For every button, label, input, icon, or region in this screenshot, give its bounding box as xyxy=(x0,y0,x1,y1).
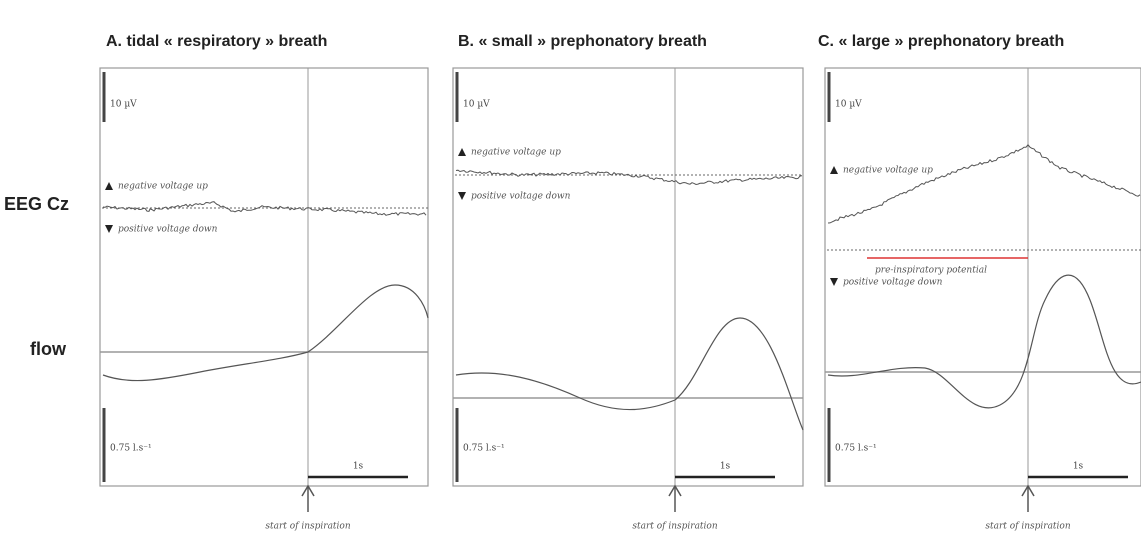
time-scale-label: 1s xyxy=(720,462,731,472)
flow-scale-label: 0.75 l.s⁻¹ xyxy=(835,444,877,454)
negative-label: negative voltage up xyxy=(843,166,933,176)
panel-frame xyxy=(99,67,429,487)
down-arrow xyxy=(105,225,113,233)
time-scale-label: 1s xyxy=(353,462,364,472)
panel-title: A. tidal « respiratory » breath xyxy=(106,33,327,50)
onset-arrow-head xyxy=(668,484,682,497)
eeg-trace xyxy=(102,201,427,216)
up-arrow xyxy=(105,182,113,190)
down-arrow xyxy=(830,278,838,286)
eeg-trace xyxy=(827,144,1141,224)
flow-trace xyxy=(455,317,804,431)
down-arrow xyxy=(458,192,466,200)
arrow-label: start of inspiration xyxy=(632,522,718,532)
onset-arrow-head xyxy=(1021,484,1035,497)
negative-label: negative voltage up xyxy=(471,148,561,158)
eeg-scale-label: 10 µV xyxy=(463,100,490,110)
panel-frame xyxy=(824,67,1141,487)
panel-frame xyxy=(452,67,804,487)
panel-title: B. « small » prephonatory breath xyxy=(458,33,707,50)
time-scale-label: 1s xyxy=(1073,462,1084,472)
negative-label: negative voltage up xyxy=(118,182,208,192)
eeg-scale-label: 10 µV xyxy=(835,100,862,110)
panel-title: C. « large » prephonatory breath xyxy=(818,33,1064,50)
flow-scale-label: 0.75 l.s⁻¹ xyxy=(110,444,152,454)
flow-trace xyxy=(102,284,429,382)
positive-label: positive voltage down xyxy=(843,278,943,288)
eeg-scale-label: 10 µV xyxy=(110,100,137,110)
arrow-label: start of inspiration xyxy=(985,522,1071,532)
annotation: pre-inspiratory potential xyxy=(875,266,987,276)
positive-label: positive voltage down xyxy=(471,192,571,202)
flow-scale-label: 0.75 l.s⁻¹ xyxy=(463,444,505,454)
up-arrow xyxy=(458,148,466,156)
up-arrow xyxy=(830,166,838,174)
positive-label: positive voltage down xyxy=(118,225,218,235)
row-label: flow xyxy=(30,339,67,359)
eeg-trace xyxy=(455,169,803,186)
arrow-label: start of inspiration xyxy=(265,522,351,532)
row-label: EEG Cz xyxy=(4,194,69,214)
flow-trace xyxy=(827,274,1141,409)
onset-arrow-head xyxy=(301,484,315,497)
